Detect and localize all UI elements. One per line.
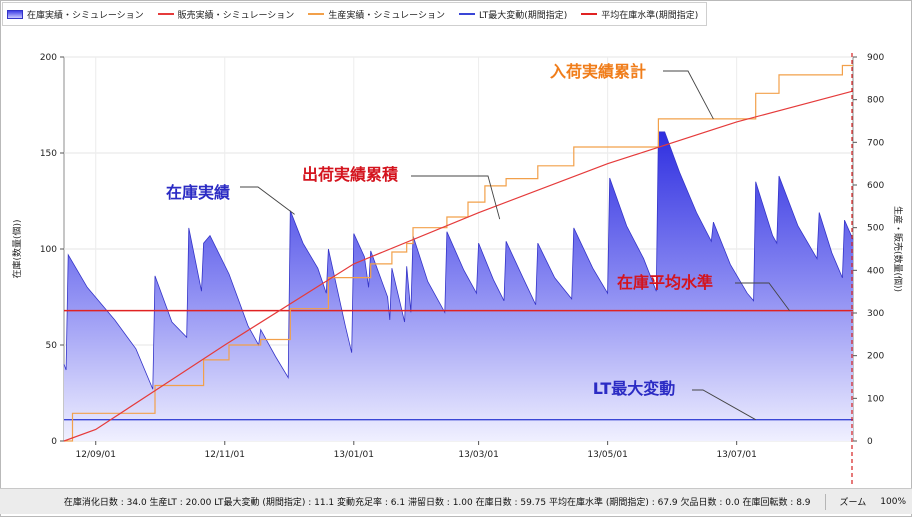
sales-cumulative-line <box>63 90 854 442</box>
legend-swatch-production <box>308 13 325 15</box>
legend-item-inventory[interactable]: 在庫実績・シミュレーション <box>7 8 144 21</box>
annotation-leader <box>663 70 714 120</box>
legend-item-production[interactable]: 生産実績・シミュレーション <box>308 8 445 21</box>
annotation-label: LT最大変動 <box>593 379 675 398</box>
legend-label-sales: 販売実績・シミュレーション <box>177 10 295 21</box>
status-summary: 在庫消化日数 : 34.0 生産LT : 20.00 LT最大変動 (期間指定)… <box>63 498 811 508</box>
legend-swatch-inventory <box>7 9 23 19</box>
legend-label-avg: 平均在庫水準(期間指定) <box>601 10 699 21</box>
zoom-value[interactable]: 100% <box>880 496 906 507</box>
production-cumulative-line <box>64 64 853 442</box>
x-tick-label: 13/07/01 <box>716 450 756 460</box>
y-tick-label-left: 0 <box>51 437 57 447</box>
annotation-leader <box>692 389 756 421</box>
zoom-label: ズーム <box>839 498 867 508</box>
y-tick-label-right: 100 <box>867 394 884 404</box>
y-tick-label-right: 0 <box>867 437 873 447</box>
legend-label-inventory: 在庫実績・シミュレーション <box>27 10 144 21</box>
inventory-chart: 0 50 100 150 200 0 100 200 300 400 500 600 700 800 900… <box>11 53 904 486</box>
x-tick-label: 12/09/01 <box>76 450 116 460</box>
x-tick-label: 13/01/01 <box>334 450 374 460</box>
annotation-leader <box>240 186 295 215</box>
y-axis-title-left: 在庫(数量(個)) <box>11 219 23 278</box>
legend: 在庫実績・シミュレーション 販売実績・シミュレーション 生産実績・シミュレーショ… <box>2 2 708 26</box>
y-tick-label-left: 200 <box>40 53 57 63</box>
annotation-label: 入荷実績累計 <box>550 62 646 81</box>
y-tick-label-left: 150 <box>40 149 57 159</box>
legend-label-production: 生産実績・シミュレーション <box>328 10 445 21</box>
legend-swatch-lt <box>458 13 475 15</box>
y-tick-label-left: 100 <box>40 245 57 255</box>
y-tick-label-right: 600 <box>867 181 884 191</box>
y-tick-label-right: 800 <box>867 96 884 106</box>
x-tick-label: 13/05/01 <box>587 450 627 460</box>
annotation-label: 在庫平均水準 <box>617 273 713 292</box>
x-tick-label: 13/03/01 <box>458 450 498 460</box>
inventory-area <box>64 131 853 441</box>
y-axis-title-right: 生産・販売(数量(個)) <box>892 206 904 292</box>
annotation-leader <box>411 175 501 220</box>
legend-swatch-avg <box>581 13 598 15</box>
status-bar: 在庫消化日数 : 34.0 生産LT : 20.00 LT最大変動 (期間指定)… <box>0 488 912 514</box>
y-tick-label-right: 500 <box>867 224 884 234</box>
legend-label-lt: LT最大変動(期間指定) <box>478 10 568 21</box>
y-tick-label-right: 200 <box>867 352 884 362</box>
annotation-label: 在庫実績 <box>166 183 230 202</box>
inventory-outline <box>63 131 854 390</box>
status-separator <box>824 493 826 510</box>
legend-swatch-sales <box>157 13 174 15</box>
y-tick-label-right: 300 <box>867 309 884 319</box>
legend-item-avg[interactable]: 平均在庫水準(期間指定) <box>581 8 698 21</box>
y-tick-label-right: 900 <box>867 53 884 63</box>
legend-item-lt[interactable]: LT最大変動(期間指定) <box>458 8 568 21</box>
y-tick-label-left: 50 <box>46 341 58 351</box>
annotation-label: 出荷実績累積 <box>302 165 399 184</box>
y-tick-label-right: 400 <box>867 266 884 276</box>
x-tick-label: 12/11/01 <box>205 450 245 460</box>
legend-item-sales[interactable]: 販売実績・シミュレーション <box>157 8 295 21</box>
annotation-leader <box>735 282 790 311</box>
y-tick-label-right: 700 <box>867 138 884 148</box>
